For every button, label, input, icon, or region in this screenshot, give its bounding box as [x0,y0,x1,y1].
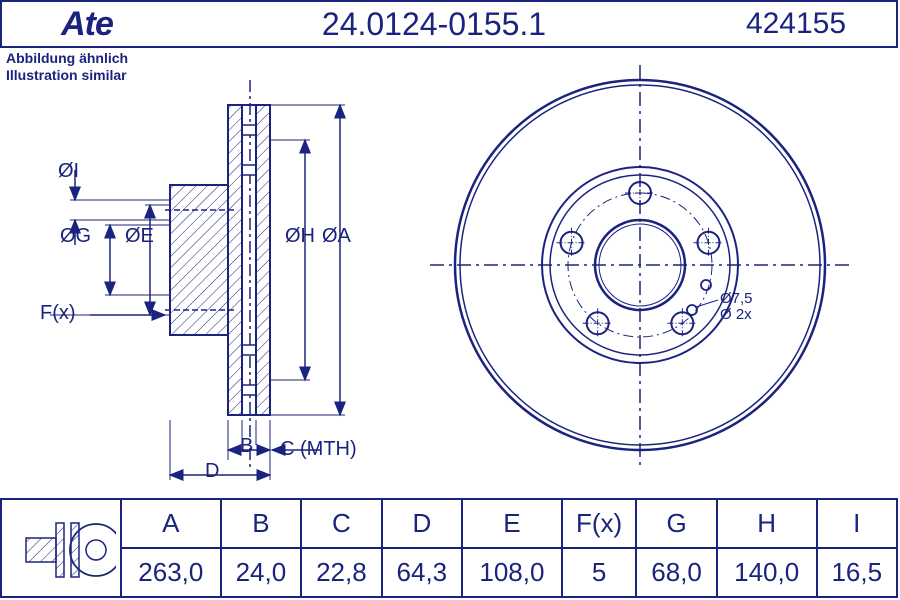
thumbnail-cell [1,499,121,597]
section-view [50,80,345,480]
td-D: 64,3 [382,548,462,597]
svg-text:Ø 2x: Ø 2x [720,306,752,323]
label-diaI: ØI [58,160,79,183]
table-header-row: A B C D E F(x) G H I [1,499,897,548]
label-Fx: F(x) [40,302,76,325]
label-D: D [205,460,219,483]
td-A: 263,0 [121,548,221,597]
label-diaA: ØA [322,225,351,248]
drawing-area: Ø7,5 Ø 2x ØI ØG ØE ØH ØA F(x) B C (MTH) … [0,50,898,495]
label-diaG: ØG [60,225,91,248]
th-I: I [817,499,898,548]
label-B: B [240,435,253,458]
th-D: D [382,499,462,548]
td-C: 22,8 [301,548,381,597]
svg-text:Ø7,5: Ø7,5 [720,290,753,307]
logo-box: Ate [2,2,172,46]
td-G: 68,0 [636,548,716,597]
label-C: C (MTH) [280,438,357,461]
td-B: 24,0 [221,548,301,597]
label-diaH: ØH [285,225,315,248]
th-C: C [301,499,381,548]
header-bar: Ate 24.0124-0155.1 424155 [0,0,898,48]
part-number: 24.0124-0155.1 [172,6,696,43]
thumbnail-icon [6,508,116,588]
th-E: E [462,499,562,548]
td-H: 140,0 [717,548,817,597]
label-diaE: ØE [125,225,154,248]
table-value-row: 263,0 24,0 22,8 64,3 108,0 5 68,0 140,0 … [1,548,897,597]
dimension-table-wrapper: A B C D E F(x) G H I 263,0 24,0 22,8 64,… [0,498,898,598]
th-B: B [221,499,301,548]
alt-number: 424155 [696,7,896,41]
dimension-table: A B C D E F(x) G H I 263,0 24,0 22,8 64,… [0,498,898,598]
td-F: 5 [562,548,637,597]
th-A: A [121,499,221,548]
technical-drawing-svg: Ø7,5 Ø 2x [0,50,898,495]
th-G: G [636,499,716,548]
th-F: F(x) [562,499,637,548]
front-view: Ø7,5 Ø 2x [430,65,850,465]
td-E: 108,0 [462,548,562,597]
th-H: H [717,499,817,548]
logo-text: Ate [61,5,113,44]
td-I: 16,5 [817,548,898,597]
